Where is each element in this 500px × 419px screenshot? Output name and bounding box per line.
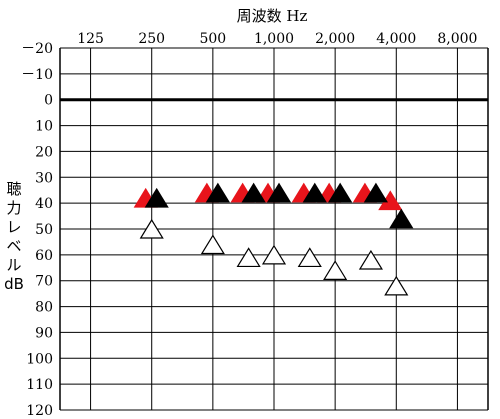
open-triangle-mark xyxy=(297,247,322,268)
y-tick-label: －20 xyxy=(21,41,53,57)
x-tick-label: 125 xyxy=(77,31,104,47)
y-tick-label: 40 xyxy=(35,196,53,212)
y-tick-label: 10 xyxy=(35,119,53,135)
black-triangle-mark xyxy=(328,182,353,203)
y-tick-label: 110 xyxy=(26,377,53,393)
y-tick-label: 30 xyxy=(35,170,53,186)
y-axis-label-char: ベ xyxy=(6,237,21,255)
open-triangle-mark xyxy=(200,234,225,255)
open-triangle-mark xyxy=(261,244,287,265)
x-tick-label: 1,000 xyxy=(254,31,294,47)
y-tick-label: 100 xyxy=(26,351,53,367)
y-tick-label: 20 xyxy=(35,144,53,160)
chart-grid xyxy=(59,47,489,411)
open-triangle-mark xyxy=(236,247,261,268)
black-triangle-mark xyxy=(389,208,414,229)
open-triangle-mark xyxy=(384,275,409,296)
y-tick-label: －10 xyxy=(21,67,53,83)
x-tick-label: 2,000 xyxy=(315,31,355,47)
chart-marks xyxy=(133,182,414,296)
open-triangle-mark xyxy=(323,260,348,280)
y-tick-label: 0 xyxy=(44,93,53,109)
y-tick-label: 60 xyxy=(35,248,53,264)
x-tick-label: 500 xyxy=(199,31,226,47)
y-axis-label-char: 力 xyxy=(6,199,21,217)
black-triangle-mark xyxy=(266,182,292,203)
black-triangle-mark xyxy=(144,187,169,208)
y-tick-label: 50 xyxy=(35,222,53,238)
chart-title: 周波数 Hz xyxy=(237,7,308,25)
black-triangle-mark xyxy=(302,182,327,203)
x-tick-label: 250 xyxy=(138,31,165,47)
y-tick-label: 80 xyxy=(35,300,53,316)
y-tick-labels: －20 －10 0 10 20 30 40 50 60 70 80 90 100 110 120 xyxy=(21,41,53,419)
x-tick-label: 8,000 xyxy=(437,31,477,47)
y-tick-label: 90 xyxy=(35,325,53,341)
black-triangle-mark xyxy=(363,182,388,203)
black-triangle-mark xyxy=(241,182,266,203)
x-tick-labels: 125 250 500 1,000 2,000 4,000 8,000 xyxy=(77,31,477,47)
y-tick-label: 120 xyxy=(26,403,53,419)
x-tick-label: 4,000 xyxy=(376,31,416,47)
y-axis-label-char: レ xyxy=(6,218,21,236)
y-axis-label-char: dB xyxy=(4,275,24,293)
open-triangle-mark xyxy=(358,249,383,270)
open-triangle-mark xyxy=(139,218,164,239)
black-triangle-mark xyxy=(205,182,230,203)
y-axis-label-char: ル xyxy=(6,256,21,274)
y-axis-label-char: 聴 xyxy=(6,180,21,198)
y-tick-label: 70 xyxy=(35,274,53,290)
